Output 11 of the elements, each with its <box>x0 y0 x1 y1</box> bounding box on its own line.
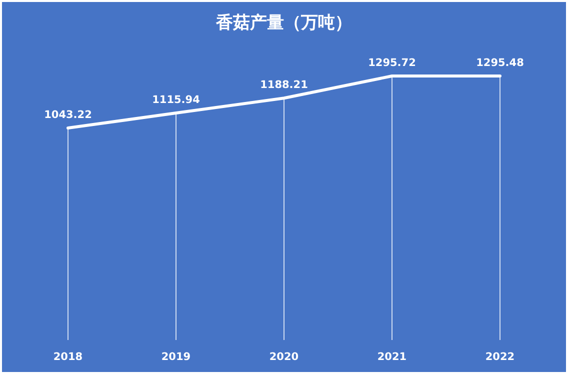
data-label: 1295.48 <box>476 57 524 70</box>
x-tick-label: 2022 <box>485 351 515 363</box>
data-label: 1295.72 <box>368 57 416 69</box>
data-label: 1115.94 <box>152 94 200 106</box>
x-tick-label: 2018 <box>53 351 83 363</box>
x-tick-label: 2021 <box>377 351 407 363</box>
data-label: 1043.22 <box>44 109 92 121</box>
data-label: 1188.21 <box>260 79 308 92</box>
x-tick-label: 2020 <box>269 351 299 363</box>
x-tick-label: 2019 <box>161 351 191 363</box>
chart-title: 香菇产量（万吨） <box>215 13 352 33</box>
